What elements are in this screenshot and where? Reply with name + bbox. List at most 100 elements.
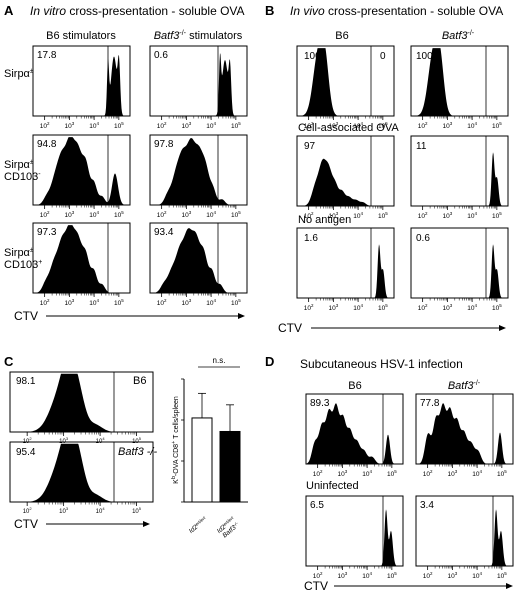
x-tick-label: 103: [65, 121, 75, 130]
d-ctv-label: CTV: [304, 579, 328, 593]
x-tick-label: 102: [423, 469, 433, 478]
histogram: [297, 48, 394, 116]
bar-marks: [191, 392, 241, 503]
a-ctv-label: CTV: [14, 309, 38, 323]
x-tick-label: 105: [492, 121, 502, 130]
x-tick-label: 104: [353, 121, 363, 130]
significance-label: n.s.: [213, 356, 226, 365]
histogram: [416, 509, 513, 566]
histogram: [297, 158, 394, 206]
pct-a-r3c1: 97.3: [37, 227, 57, 238]
b-row-label-no-antigen: No antigen: [298, 214, 351, 226]
x-tick-label: 105: [114, 121, 124, 130]
x-tick-label: 104: [206, 298, 216, 307]
histogram: [33, 137, 130, 205]
histogram: [150, 53, 247, 116]
bar: [191, 417, 213, 503]
pct-a-r2c1: 94.8: [37, 139, 57, 150]
x-tick-label: 102: [40, 298, 50, 307]
histogram: [411, 244, 508, 298]
x-tick-label: 102: [157, 210, 167, 219]
x-tick-label: 105: [231, 298, 241, 307]
x-tick-label: 102: [313, 469, 323, 478]
histogram: [33, 225, 130, 293]
pct-a-r1c1: 17.8: [37, 50, 57, 61]
x-axis-ticks: 102 103 104 105: [418, 116, 502, 130]
x-tick-label: 104: [472, 469, 482, 478]
x-tick-label: 103: [329, 121, 339, 130]
x-axis-ticks: 102 103 104 105: [418, 206, 502, 220]
histogram: [306, 509, 403, 566]
x-tick-label: 103: [443, 303, 453, 312]
panel-letter-b: B: [265, 3, 274, 18]
x-tick-label: 103: [338, 571, 348, 580]
x-tick-label: 103: [182, 210, 192, 219]
x-axis-ticks: 102 103 104 105: [313, 566, 397, 580]
pct-d-r2c1: 6.5: [310, 500, 324, 511]
panel-letter-d: D: [265, 354, 274, 369]
bar-y-label: Kb-OVA CD8+ T cells/spleen: [171, 396, 180, 484]
pct-a-r3c2: 93.4: [154, 227, 174, 238]
pct-c-top: 98.1: [16, 376, 36, 387]
x-tick-label: 105: [114, 298, 124, 307]
x-tick-label: 102: [304, 121, 314, 130]
x-tick-label: 104: [467, 303, 477, 312]
x-tick-label: 103: [182, 121, 192, 130]
histogram: [10, 443, 153, 502]
x-tick-label: 105: [132, 436, 142, 445]
x-tick-label: 102: [157, 298, 167, 307]
a-row-label-2: Sirpα± CD103-: [4, 159, 41, 183]
x-tick-label: 104: [89, 121, 99, 130]
x-axis-ticks: 102 103 104 105: [423, 566, 507, 580]
a-row-label-3: Sirpα± CD103+: [4, 247, 42, 271]
x-axis-ticks: 102 103 104 105: [40, 205, 124, 219]
b-ctv-label: CTV: [278, 321, 302, 335]
a-col-label-b6: B6 stimulators: [46, 30, 116, 42]
a-col-label-batf3: Batf3-/- stimulators: [154, 30, 243, 42]
x-axis-ticks: 102 103 104 105: [313, 464, 397, 478]
x-tick-label: 104: [89, 210, 99, 219]
x-tick-label: 104: [362, 571, 372, 580]
c-ctv-label: CTV: [14, 517, 38, 531]
x-tick-label: 105: [497, 469, 507, 478]
x-axis-ticks: 102 103 104 105: [40, 116, 124, 130]
x-axis-ticks: 102 103 104 105: [423, 464, 507, 478]
x-tick-label: 105: [387, 469, 397, 478]
c-group-b6: B6: [133, 375, 146, 387]
x-tick-label: 102: [304, 211, 314, 220]
pct-a-r2c2: 97.8: [154, 139, 174, 150]
x-tick-label: 105: [132, 506, 142, 515]
x-tick-label: 103: [65, 298, 75, 307]
b-row-label-cell-associated: Cell-associated OVA: [298, 122, 399, 134]
pct-b-r1c2: 100: [416, 51, 433, 62]
bar: [219, 430, 241, 503]
pct-d-r1c1: 89.3: [310, 398, 330, 409]
x-axis-ticks: 102 103 104 105: [157, 293, 241, 307]
x-tick-label: 104: [353, 303, 363, 312]
x-tick-label: 103: [59, 506, 69, 515]
x-tick-label: 103: [448, 469, 458, 478]
x-tick-label: 104: [89, 298, 99, 307]
x-tick-label: 104: [467, 211, 477, 220]
histogram: [306, 403, 403, 464]
x-tick-label: 102: [418, 121, 428, 130]
histogram: [411, 48, 508, 116]
x-axis-ticks: 102 103 104 105: [23, 502, 142, 515]
pct-b-r2c2: 11: [416, 141, 427, 152]
panel-letter-c: C: [4, 354, 14, 369]
pct-c-bottom: 95.4: [16, 447, 36, 458]
histogram: [416, 403, 513, 464]
x-tick-label: 105: [378, 303, 388, 312]
pct-b-r3c2: 0.6: [416, 233, 430, 244]
pct-b-r2c1: 97: [304, 141, 316, 152]
x-tick-label: 103: [448, 571, 458, 580]
x-axis-ticks: 102 103 104 105: [304, 206, 388, 220]
histogram: [297, 244, 394, 298]
pct-d-r1c2: 77.8: [420, 398, 440, 409]
x-tick-label: 102: [313, 571, 323, 580]
pct-d-r2c2: 3.4: [420, 500, 434, 511]
panel-b-title: In vivo cross-presentation - soluble OVA: [290, 4, 503, 18]
x-tick-label: 102: [157, 121, 167, 130]
x-tick-label: 105: [378, 211, 388, 220]
